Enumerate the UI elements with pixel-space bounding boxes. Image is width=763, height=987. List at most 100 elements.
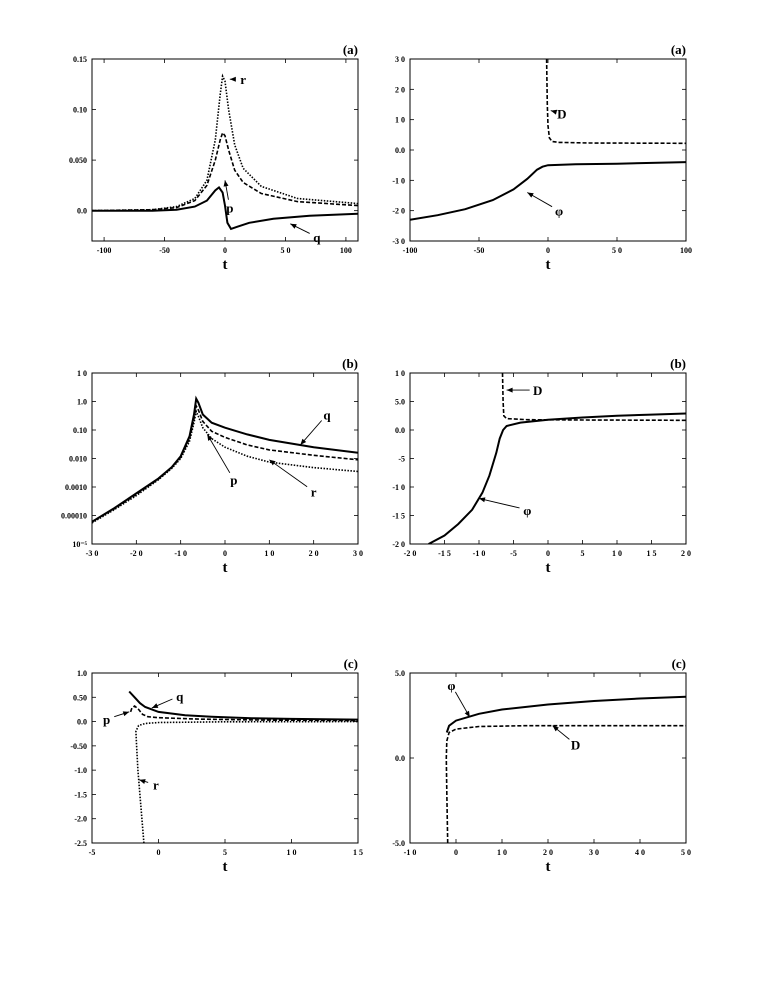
x-tick-label: -5	[89, 848, 96, 857]
series-line-D	[501, 373, 686, 422]
panel-label: (a)	[671, 42, 686, 57]
annotation-arrowhead	[151, 703, 159, 708]
chart-panel-6: -1 0 0 1 0 2 0 3 0 4 0 5 0 -5.0 0.0 5.0 φ D (c) t	[392, 656, 691, 875]
y-tick-label: -2 0	[392, 540, 405, 549]
annotation-arrowhead	[300, 438, 307, 445]
series-line-φ	[410, 161, 686, 221]
x-tick-label: 5	[581, 549, 585, 558]
x-tick-label: -1 0	[473, 549, 486, 558]
series-label-p: p	[230, 473, 237, 488]
series-line-q	[128, 690, 358, 721]
series-line-q	[92, 395, 358, 523]
panel-label: (b)	[670, 356, 686, 371]
x-tick-label: 0	[546, 246, 550, 255]
y-tick-label: 5.0	[395, 398, 405, 407]
y-tick-label: -2.5	[74, 839, 87, 848]
x-tick-label: 1 0	[287, 848, 297, 857]
x-tick-label: -100	[403, 246, 418, 255]
y-tick-label: -2 0	[392, 207, 405, 216]
y-tick-label: 0.010	[69, 455, 87, 464]
x-tick-label: -50	[159, 246, 170, 255]
panel-label: (b)	[342, 356, 358, 371]
x-tick-label: 1 0	[497, 848, 507, 857]
x-tick-label: 2 0	[309, 549, 319, 558]
x-tick-label: -1 5	[438, 549, 451, 558]
annotation-arrow	[478, 497, 520, 509]
y-tick-label: -1 5	[392, 512, 405, 521]
y-tick-label: -5.0	[392, 839, 405, 848]
x-tick-label: 5 0	[612, 246, 622, 255]
series-label-r: r	[311, 484, 317, 499]
x-tick-label: 1 0	[264, 549, 274, 558]
x-tick-label: 1 5	[353, 848, 363, 857]
y-tick-label: 0.0	[395, 754, 405, 763]
x-tick-label: 1 5	[647, 549, 657, 558]
series-line-r	[135, 720, 358, 843]
y-tick-label: -5	[398, 455, 405, 464]
plot-frame	[409, 58, 687, 242]
x-axis-label: t	[223, 859, 228, 875]
chart-panel-3: -3 0 -2 0 -1 0 0 1 0 2 0 3 0 10⁻⁵ 0.00010 0.0010 0…	[61, 356, 363, 576]
annotation-arrowhead	[527, 192, 534, 198]
y-tick-label: -0.50	[70, 742, 87, 751]
x-tick-label: 1 0	[612, 549, 622, 558]
series-line-p	[129, 704, 358, 722]
y-tick-label: 1 0	[77, 369, 87, 378]
y-tick-label: 2 0	[395, 85, 405, 94]
y-tick-label: 0.0	[77, 207, 87, 216]
y-tick-label: 0.0	[395, 146, 405, 155]
series-label-p: p	[226, 201, 233, 216]
y-tick-label: 0.15	[73, 55, 87, 64]
series-line-p	[92, 131, 358, 212]
x-axis-label: t	[223, 560, 228, 576]
y-tick-label: -1 0	[392, 483, 405, 492]
y-tick-label: 10⁻⁵	[72, 540, 87, 549]
series-label-r: r	[153, 778, 159, 793]
y-tick-label: 0.0	[77, 718, 87, 727]
series-label-q: q	[176, 689, 184, 704]
plot-frame	[91, 672, 359, 844]
annotation-arrowhead	[269, 459, 276, 466]
plot-frame	[91, 58, 359, 242]
annotation-arrow	[206, 434, 231, 474]
series-line-D	[545, 59, 686, 145]
series-label-D: D	[557, 107, 566, 122]
annotation-arrowhead	[552, 725, 559, 732]
annotation-arrow	[269, 459, 308, 488]
series-line-φ	[428, 412, 686, 544]
panel-label: (c)	[344, 656, 358, 671]
x-tick-label: -2 0	[404, 549, 417, 558]
annotation-arrowhead	[479, 497, 486, 503]
series-line-p	[92, 403, 358, 523]
series-line-D	[445, 724, 686, 843]
series-label-p: p	[103, 712, 110, 727]
x-tick-label: 2 0	[543, 848, 553, 857]
y-tick-label: 5.0	[395, 669, 405, 678]
x-tick-label: -50	[474, 246, 485, 255]
y-tick-label: 0.00010	[61, 512, 87, 521]
series-line-r	[92, 73, 358, 212]
y-tick-label: 1 0	[395, 369, 405, 378]
y-tick-label: 0.0	[395, 426, 405, 435]
y-tick-label: 1.0	[77, 669, 87, 678]
annotation-arrowhead	[139, 779, 146, 784]
x-axis-label: t	[546, 257, 551, 273]
x-tick-label: -100	[97, 246, 112, 255]
x-tick-label: 3 0	[353, 549, 363, 558]
y-tick-label: -2.0	[74, 815, 87, 824]
y-tick-label: 3 0	[395, 55, 405, 64]
plot-frame	[91, 372, 359, 545]
x-tick-label: 100	[680, 246, 692, 255]
series-label-q: q	[313, 230, 321, 245]
panel-label: (a)	[343, 42, 358, 57]
chart-panel-4: -2 0 -1 5 -1 0 -5 0 5 1 0 1 5 2 0 -2 0 -1 5 -1 0 -5 0…	[392, 356, 691, 576]
x-tick-label: 100	[340, 246, 352, 255]
y-tick-label: 0.50	[73, 693, 87, 702]
y-tick-label: 0.10	[73, 426, 87, 435]
series-label-φ: φ	[447, 678, 455, 693]
series-label-φ: φ	[523, 503, 531, 518]
y-tick-label: 0.0010	[65, 483, 87, 492]
panel-label: (c)	[672, 656, 686, 671]
